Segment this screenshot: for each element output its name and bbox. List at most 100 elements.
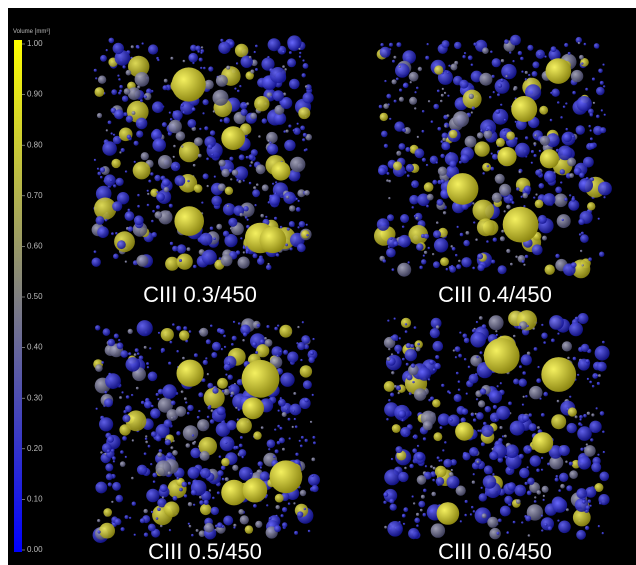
pore [203, 173, 209, 179]
pore [601, 109, 603, 111]
pore [596, 115, 600, 119]
pore [122, 96, 128, 102]
pore [97, 226, 109, 238]
pore [501, 59, 504, 62]
pore [569, 194, 571, 196]
pore [102, 141, 117, 156]
pore [437, 456, 440, 459]
pore [213, 110, 215, 112]
pore [125, 170, 127, 172]
pore [431, 120, 434, 123]
pore [449, 160, 456, 167]
pore [171, 401, 176, 406]
pore [581, 344, 589, 352]
pore [170, 446, 173, 449]
pore [131, 477, 134, 480]
pore [253, 186, 256, 189]
pore [121, 350, 129, 358]
pore [181, 145, 183, 147]
pore [245, 525, 253, 533]
pore [257, 324, 261, 328]
pore [567, 158, 576, 167]
pore [257, 258, 264, 265]
pore [537, 426, 540, 429]
pore [160, 525, 163, 528]
pore [136, 387, 139, 390]
pore [541, 469, 543, 471]
pore [603, 85, 605, 87]
pore [493, 405, 497, 409]
pore [205, 357, 207, 359]
pore [492, 58, 501, 67]
pore [532, 61, 539, 68]
pore [447, 95, 449, 97]
pore [297, 123, 299, 125]
pore [442, 88, 444, 90]
pore [579, 173, 584, 178]
pore [579, 55, 584, 60]
pore [433, 261, 440, 268]
pore [172, 450, 178, 456]
pore [423, 489, 427, 493]
pore [416, 217, 419, 220]
pore [438, 167, 447, 176]
pore [391, 458, 393, 460]
pore [524, 186, 531, 193]
pore [148, 372, 158, 382]
pore [103, 328, 111, 336]
pore [175, 175, 186, 186]
pore [275, 515, 277, 517]
pore [405, 323, 407, 325]
pore [207, 383, 213, 389]
pore [120, 450, 124, 454]
pore [217, 470, 223, 476]
pore [568, 407, 577, 416]
pore [585, 526, 589, 530]
pore [544, 171, 556, 183]
pore [144, 346, 147, 349]
pore [112, 456, 116, 460]
pore [471, 64, 474, 67]
pore [436, 477, 445, 486]
pore [293, 502, 295, 504]
pore [275, 181, 277, 183]
pore [398, 472, 408, 482]
pore [173, 145, 176, 148]
pore [580, 234, 589, 243]
pore [260, 214, 264, 218]
pore [298, 200, 300, 202]
pore [419, 266, 423, 270]
pore [111, 501, 113, 503]
pore [188, 523, 190, 525]
pore [229, 41, 234, 46]
pore [224, 346, 226, 348]
pore [209, 405, 212, 408]
pore [286, 196, 289, 199]
pore [444, 125, 447, 128]
pore [280, 226, 283, 229]
pore [536, 378, 541, 383]
pore [254, 51, 256, 53]
pore [170, 118, 173, 121]
pore [226, 66, 230, 70]
pore [529, 423, 537, 431]
pore [235, 407, 237, 409]
pore [414, 215, 416, 217]
pore [126, 70, 132, 76]
pore [587, 202, 595, 210]
pore [422, 130, 425, 133]
pore [489, 96, 492, 99]
colorbar-tick-label: 0.00 [27, 545, 43, 554]
pore [224, 117, 230, 123]
pore [464, 52, 466, 54]
pore [176, 326, 181, 331]
pore [496, 406, 510, 420]
pore [447, 476, 460, 489]
pore [566, 485, 572, 491]
pore [163, 85, 168, 90]
pore [197, 50, 200, 53]
pore [394, 385, 397, 388]
pore [146, 362, 149, 365]
pore [118, 92, 121, 95]
pore [458, 389, 461, 392]
